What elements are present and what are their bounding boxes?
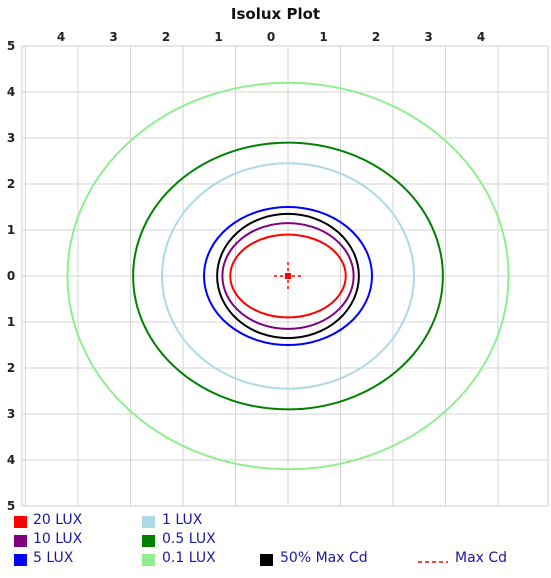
legend-label-50-max-cd: 50% Max Cd <box>280 550 368 566</box>
x-tick-label: 1 <box>319 30 327 44</box>
legend-label-20-lux: 20 LUX <box>33 512 83 528</box>
x-tick-label: 3 <box>109 30 117 44</box>
legend-label-0-5-lux: 0.5 LUX <box>162 531 216 547</box>
y-tick-label: 5 <box>7 39 15 53</box>
y-tick-label: 3 <box>7 407 15 421</box>
x-tick-label: 4 <box>477 30 485 44</box>
y-tick-label: 3 <box>7 131 15 145</box>
contour-5-lux <box>203 206 373 346</box>
contour-0-5-lux <box>132 141 444 411</box>
y-tick-label: 4 <box>7 85 15 99</box>
contour-10-lux <box>221 222 355 330</box>
legend-swatch-max-cd <box>418 561 448 563</box>
x-tick-label: 1 <box>214 30 222 44</box>
y-tick-label: 2 <box>7 177 15 191</box>
legend-label-1-lux: 1 LUX <box>162 512 203 528</box>
y-tick-label: 4 <box>7 453 15 467</box>
x-tick-label: 4 <box>57 30 65 44</box>
legend-swatch-0-5-lux <box>142 535 155 547</box>
x-tick-label: 0 <box>267 30 275 44</box>
legend-swatch-0-1-lux <box>142 554 155 566</box>
x-tick-label: 2 <box>162 30 170 44</box>
legend-label-max-cd: Max Cd <box>455 550 508 566</box>
legend-label-5-lux: 5 LUX <box>33 550 74 566</box>
legend-swatch-1-lux <box>142 516 155 528</box>
legend-label-10-lux: 10 LUX <box>33 531 83 547</box>
legend-swatch-10-lux <box>14 535 27 547</box>
contour-0-1-lux <box>66 81 510 471</box>
x-tick-label: 3 <box>424 30 432 44</box>
y-tick-label: 1 <box>7 223 15 237</box>
x-tick-label: 2 <box>372 30 380 44</box>
legend-swatch-5-lux <box>14 554 27 566</box>
legend-swatch-50-max-cd <box>260 554 273 566</box>
legend-label-0-1-lux: 0.1 LUX <box>162 550 216 566</box>
y-tick-label: 0 <box>7 269 15 283</box>
y-tick-label: 2 <box>7 361 15 375</box>
max-cd-point <box>285 273 291 279</box>
y-tick-label: 1 <box>7 315 15 329</box>
y-tick-label: 5 <box>7 499 15 513</box>
chart-title: Isolux Plot <box>230 5 321 23</box>
contour-20-lux <box>229 233 347 319</box>
contour-50-max-cd <box>216 212 360 340</box>
contour-1-lux <box>161 162 415 390</box>
legend-swatch-20-lux <box>14 516 27 528</box>
